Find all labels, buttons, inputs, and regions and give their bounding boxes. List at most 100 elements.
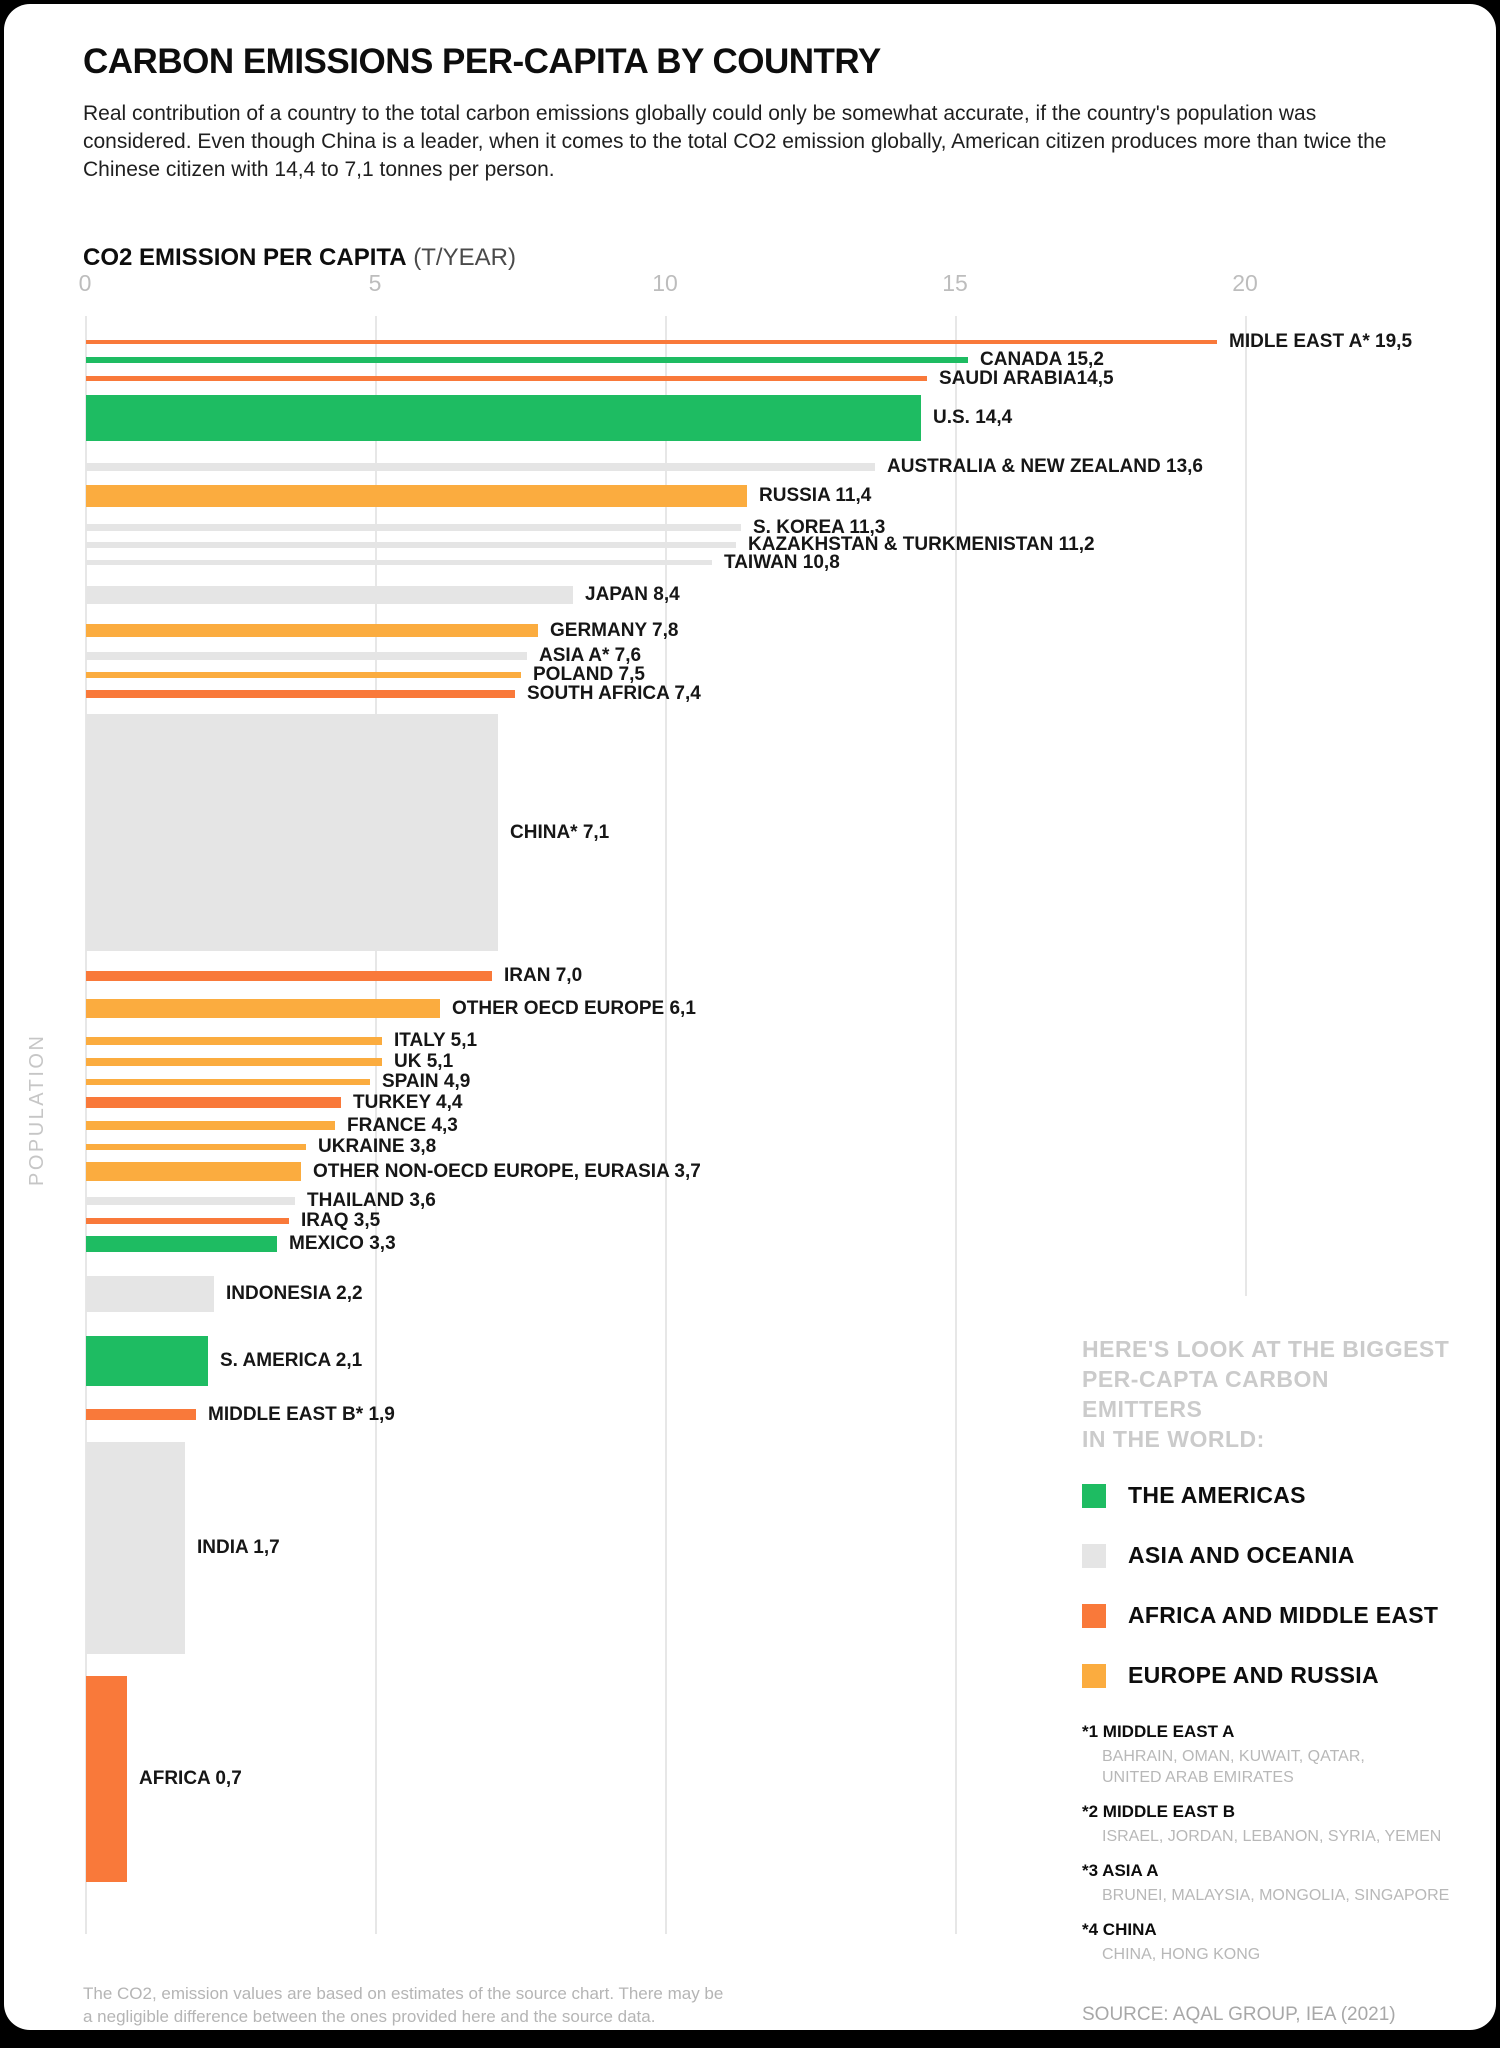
footnote-detail: BAHRAIN, OMAN, KUWAIT, QATAR, [1102, 1748, 1365, 1765]
bar-label: INDONESIA 2,2 [226, 1283, 363, 1304]
bar-label: AFRICA 0,7 [139, 1768, 242, 1789]
intro-paragraph: Real contribution of a country to the to… [83, 102, 1387, 181]
bar-label: AUSTRALIA & NEW ZEALAND 13,6 [887, 456, 1203, 477]
chart-bar [86, 1197, 295, 1205]
gridline [375, 316, 377, 1934]
chart-bar [86, 463, 875, 471]
bar-label: CANADA 15,2 [980, 349, 1104, 370]
axis-tick: 0 [78, 270, 92, 296]
bar-label: OTHER NON-OECD EUROPE, EURASIA 3,7 [313, 1160, 701, 1182]
chart-bar [86, 690, 515, 698]
chart-bar [86, 1162, 301, 1181]
bar-label: SAUDI ARABIA14,5 [939, 367, 1114, 389]
gridline [1245, 316, 1247, 1296]
bar-label: CHINA* 7,1 [510, 821, 610, 843]
axis-tick: 10 [652, 270, 678, 296]
legend-item-americas: THE AMERICAS [1082, 1482, 1452, 1509]
chart-bar [86, 357, 968, 363]
footnote-term: *1 MIDDLE EAST A [1082, 1722, 1235, 1741]
legend-swatch [1082, 1543, 1106, 1568]
legend-swatch [1082, 1603, 1106, 1628]
footnote-term: *2 MIDDLE EAST B [1082, 1802, 1236, 1821]
gridline [955, 316, 957, 1934]
axis-tick: 20 [1232, 270, 1258, 296]
bar-label: SPAIN 4,9 [382, 1071, 471, 1092]
footnote-term: *4 CHINA [1082, 1920, 1157, 1939]
chart-bar [86, 1442, 185, 1654]
legend-footnote: *1 MIDDLE EAST A BAHRAIN, OMAN, KUWAIT, Q… [1082, 1722, 1452, 1788]
legend-footnote: *4 CHINA CHINA, HONG KONG [1082, 1920, 1452, 1965]
legend-heading-line: HERE'S LOOK AT THE BIGGEST [1082, 1336, 1450, 1362]
chart-bar [86, 672, 521, 678]
bar-label: MIDLE EAST A* 19,5 [1229, 331, 1413, 352]
chart-bar [86, 1144, 306, 1150]
bar-label: S. AMERICA 2,1 [220, 1350, 363, 1371]
chart: 0 5 10 15 20 MIDLE EAST A* 19,5 CANADA 15,2 SAU… [4, 4, 1496, 2030]
chart-bar [86, 971, 492, 981]
legend-label: AFRICA AND MIDDLE EAST [1128, 1602, 1439, 1628]
bar-label: FRANCE 4,3 [347, 1114, 458, 1136]
legend-heading-line: IN THE WORLD: [1082, 1426, 1265, 1452]
axis-tick: 5 [368, 270, 382, 296]
chart-bar [86, 624, 538, 637]
chart-bar [86, 1218, 289, 1224]
legend-label: ASIA AND OCEANIA [1128, 1542, 1355, 1568]
chart-bar [86, 340, 1217, 344]
chart-bar [86, 524, 741, 531]
y-axis-label: POPULATION [26, 1033, 48, 1186]
chart-bar [86, 1276, 214, 1312]
chart-bar [86, 1121, 335, 1130]
legend-footnotes: *1 MIDDLE EAST A BAHRAIN, OMAN, KUWAIT, Q… [1082, 1722, 1452, 1965]
bar-label: UKRAINE 3,8 [318, 1136, 437, 1157]
source-credit: SOURCE: AQAL GROUP, IEA (2021) [1082, 2004, 1396, 2025]
legend-label: THE AMERICAS [1128, 1482, 1306, 1508]
bar-label: SOUTH AFRICA 7,4 [527, 683, 701, 704]
bar-label: POLAND 7,5 [533, 664, 645, 685]
bar-label: JAPAN 8,4 [585, 584, 680, 605]
chart-bar [86, 376, 927, 381]
bar-label: INDIA 1,7 [197, 1537, 280, 1558]
legend-heading-line: PER-CAPTA CARBON EMITTERS [1082, 1366, 1329, 1422]
page-title: CARBON EMISSIONS PER-CAPITA BY COUNTRY [83, 42, 881, 81]
bar-label: THAILAND 3,6 [307, 1190, 436, 1211]
legend: HERE'S LOOK AT THE BIGGEST PER-CAPTA CARB… [1082, 1334, 1452, 1979]
bar-label: RUSSIA 11,4 [759, 485, 872, 506]
bar-label: U.S. 14,4 [933, 407, 1013, 428]
legend-swatch [1082, 1483, 1106, 1508]
bar-label: OTHER OECD EUROPE 6,1 [452, 997, 696, 1019]
chart-bar [86, 1058, 382, 1066]
chart-bar [86, 652, 527, 660]
footnote-detail: BRUNEI, MALAYSIA, MONGOLIA, SINGAPORE [1102, 1887, 1450, 1904]
legend-footnote: *3 ASIA A BRUNEI, MALAYSIA, MONGOLIA, SIN… [1082, 1861, 1452, 1906]
bar-label: MIDDLE EAST B* 1,9 [208, 1403, 395, 1425]
chart-bar [86, 485, 747, 507]
legend-label: EUROPE AND RUSSIA [1128, 1662, 1379, 1688]
chart-bar [86, 1409, 196, 1420]
legend-swatch [1082, 1663, 1106, 1688]
chart-bar [86, 1037, 382, 1045]
bar-label: IRAQ 3,5 [301, 1210, 381, 1231]
bar-label: GERMANY 7,8 [550, 619, 679, 641]
chart-bar [86, 999, 440, 1018]
legend-item-europe_russia: EUROPE AND RUSSIA [1082, 1662, 1452, 1689]
infographic-card: CARBON EMISSIONS PER-CAPITA BY COUNTRY R… [4, 4, 1496, 2030]
bar-label: S. KOREA 11,3 [753, 516, 886, 538]
chart-bar [86, 1079, 370, 1085]
gridline [665, 316, 667, 1934]
legend-footnote: *2 MIDDLE EAST B ISRAEL, JORDAN, LEBANON,… [1082, 1802, 1452, 1847]
legend-item-asia_oceania: ASIA AND OCEANIA [1082, 1542, 1452, 1569]
chart-bar [86, 586, 573, 604]
footer-note-line1: The CO2, emission values are based on es… [83, 1984, 724, 2003]
bar-label: MEXICO 3,3 [289, 1233, 396, 1254]
chart-heading-unit: (T/YEAR) [413, 244, 516, 271]
footer-note: The CO2, emission values are based on es… [83, 1982, 723, 2028]
legend-items: THE AMERICAS ASIA AND OCEANIA AFRICA AND M… [1082, 1482, 1452, 1689]
chart-bar [86, 1336, 208, 1386]
legend-heading: HERE'S LOOK AT THE BIGGEST PER-CAPTA CARB… [1082, 1334, 1452, 1454]
chart-bar [86, 395, 921, 441]
bar-label: TAIWAN 10,8 [724, 551, 840, 573]
chart-heading: CO2 EMISSION PER CAPITA (T/YEAR) [83, 244, 516, 272]
chart-bar [86, 1676, 127, 1882]
bar-label: ITALY 5,1 [394, 1030, 478, 1051]
